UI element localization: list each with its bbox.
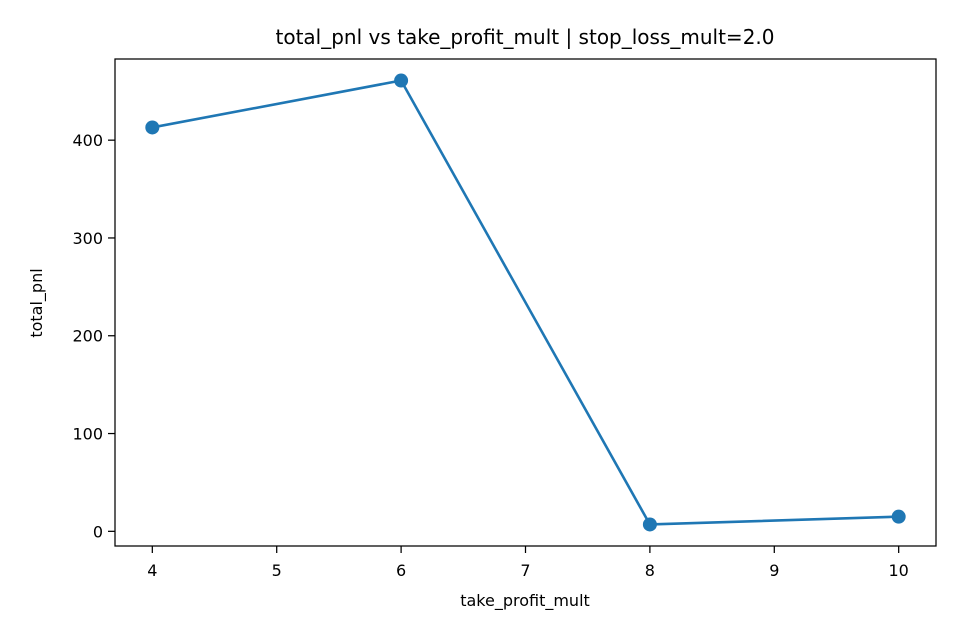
chart-title: total_pnl vs take_profit_mult | stop_los… xyxy=(275,25,774,49)
data-point xyxy=(394,73,409,88)
x-tick-label: 5 xyxy=(272,561,282,580)
x-tick-label: 9 xyxy=(769,561,779,580)
x-tick-label: 6 xyxy=(396,561,406,580)
y-tick-label: 100 xyxy=(72,425,103,444)
data-point xyxy=(642,517,657,532)
y-tick-label: 200 xyxy=(72,327,103,346)
y-tick-label: 300 xyxy=(72,229,103,248)
x-axis-title: take_profit_mult xyxy=(460,591,590,611)
y-tick-label: 400 xyxy=(72,131,103,150)
data-point xyxy=(145,120,160,135)
y-tick-label: 0 xyxy=(93,522,103,541)
x-tick-label: 8 xyxy=(645,561,655,580)
x-tick-label: 4 xyxy=(147,561,157,580)
y-axis-title: total_pnl xyxy=(27,268,47,337)
data-point xyxy=(891,509,906,524)
x-tick-label: 10 xyxy=(889,561,909,580)
x-tick-label: 7 xyxy=(520,561,530,580)
series-line xyxy=(151,79,900,526)
